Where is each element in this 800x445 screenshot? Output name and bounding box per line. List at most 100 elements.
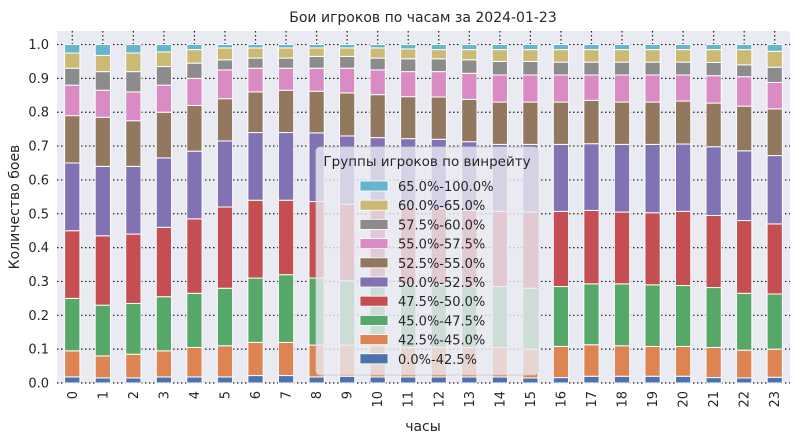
bar-segment bbox=[247, 67, 264, 93]
x-tick-label: 1 bbox=[96, 391, 111, 399]
x-tick-label: 2 bbox=[127, 391, 142, 399]
bar-segment bbox=[705, 287, 722, 348]
bar-segment bbox=[461, 72, 478, 100]
bar-segment bbox=[94, 355, 111, 379]
bar-segment bbox=[308, 90, 325, 134]
bar-segment bbox=[369, 57, 386, 71]
bar-segment bbox=[736, 150, 753, 222]
bar-segment bbox=[94, 165, 111, 237]
legend-label: 42.5%-45.0% bbox=[398, 334, 485, 349]
bar-segment bbox=[491, 101, 508, 145]
bar-segment bbox=[125, 233, 142, 304]
bar-segment bbox=[613, 74, 631, 103]
bar-segment bbox=[613, 375, 631, 384]
legend-swatch bbox=[359, 180, 389, 192]
bar-segment bbox=[613, 44, 631, 51]
x-tick-label: 15 bbox=[524, 391, 539, 408]
legend-swatch bbox=[359, 353, 389, 365]
bar-segment bbox=[583, 44, 600, 51]
bar-segment bbox=[94, 235, 111, 306]
bar-segment bbox=[766, 81, 783, 110]
bar-segment bbox=[339, 375, 356, 384]
bar-segment bbox=[277, 57, 295, 69]
legend-label: 0.0%-42.5% bbox=[398, 353, 477, 368]
y-tick-label: 0.1 bbox=[28, 343, 49, 358]
bar-segment bbox=[736, 76, 753, 107]
bar-segment bbox=[216, 47, 234, 61]
bar-segment bbox=[247, 341, 264, 377]
bar-segment bbox=[552, 286, 570, 347]
x-axis-label: часы bbox=[405, 419, 441, 435]
bar-segment bbox=[644, 61, 661, 76]
bar-segment bbox=[186, 292, 203, 348]
legend-label: 45.0%-47.5% bbox=[398, 314, 485, 329]
bar-segment bbox=[644, 345, 661, 377]
bar-segment bbox=[491, 44, 508, 51]
bar-segment bbox=[125, 44, 142, 54]
bar-segment bbox=[736, 292, 753, 351]
x-tick-label: 5 bbox=[218, 391, 233, 399]
legend-label: 52.5%-55.0% bbox=[398, 257, 485, 272]
x-tick-label: 9 bbox=[341, 391, 356, 399]
legend-swatch bbox=[359, 238, 389, 250]
bar-segment bbox=[64, 297, 81, 352]
bar-segment bbox=[94, 304, 111, 357]
x-tick-labels: 0 1 2 3 4 5 6 7 8 9 10 11 12 13 14 15 16 17 18 19 20 21 22 23 bbox=[66, 391, 783, 408]
bar-segment bbox=[155, 44, 173, 53]
bar-segment bbox=[155, 66, 173, 86]
bar-segment bbox=[339, 67, 356, 94]
bar-segment bbox=[674, 285, 692, 347]
bar-segment bbox=[125, 52, 142, 73]
bar-segment bbox=[705, 75, 722, 104]
bar-segment bbox=[94, 44, 111, 56]
bar-segment bbox=[247, 277, 264, 343]
bar-segment bbox=[461, 98, 478, 143]
bar-segment bbox=[125, 91, 142, 122]
bar-segment bbox=[155, 226, 173, 298]
bar-segment bbox=[552, 61, 570, 76]
x-tick-label: 4 bbox=[188, 391, 203, 399]
legend-swatch bbox=[359, 295, 389, 307]
bar-segment bbox=[552, 74, 570, 103]
bar-segment bbox=[64, 350, 81, 378]
y-tick-label: 0.9 bbox=[28, 72, 49, 87]
bar-segment bbox=[64, 67, 81, 86]
y-tick-label: 0.5 bbox=[28, 207, 49, 222]
y-tick-label: 0.2 bbox=[28, 309, 49, 324]
bar-segment bbox=[400, 376, 417, 384]
bar-segment bbox=[216, 345, 234, 378]
bar-segment bbox=[674, 49, 692, 63]
bar-segment bbox=[461, 376, 478, 384]
bar-segment bbox=[583, 99, 600, 145]
bar-segment bbox=[216, 98, 234, 142]
bar-segment bbox=[369, 94, 386, 139]
bar-segment bbox=[155, 350, 173, 378]
bar-segment bbox=[64, 44, 81, 54]
bar-segment bbox=[552, 101, 570, 145]
y-tick-label: 0.7 bbox=[28, 140, 49, 155]
bar-segment bbox=[674, 100, 692, 145]
bar-segment bbox=[430, 376, 447, 384]
bar-segment bbox=[339, 92, 356, 137]
legend-label: 60.0%-65.0% bbox=[398, 199, 485, 214]
bar-segment bbox=[247, 91, 264, 134]
x-tick-label: 6 bbox=[249, 391, 264, 399]
x-tick-label: 18 bbox=[616, 391, 631, 408]
bar-segment bbox=[125, 353, 142, 379]
y-tick-label: 0.8 bbox=[28, 106, 49, 121]
bar-segment bbox=[736, 44, 753, 51]
bar-segment bbox=[64, 162, 81, 232]
bar-segment bbox=[277, 341, 295, 377]
x-tick-label: 17 bbox=[585, 391, 600, 408]
bar-segment bbox=[583, 283, 600, 346]
bar-segment bbox=[705, 214, 722, 289]
bar-segment bbox=[766, 223, 783, 295]
legend-swatch bbox=[359, 199, 389, 211]
bar-segment bbox=[186, 44, 203, 51]
bar-segment bbox=[155, 111, 173, 159]
bar-segment bbox=[674, 44, 692, 51]
bar-segment bbox=[674, 61, 692, 76]
bar-segment bbox=[491, 60, 508, 76]
bar-segment bbox=[705, 49, 722, 63]
